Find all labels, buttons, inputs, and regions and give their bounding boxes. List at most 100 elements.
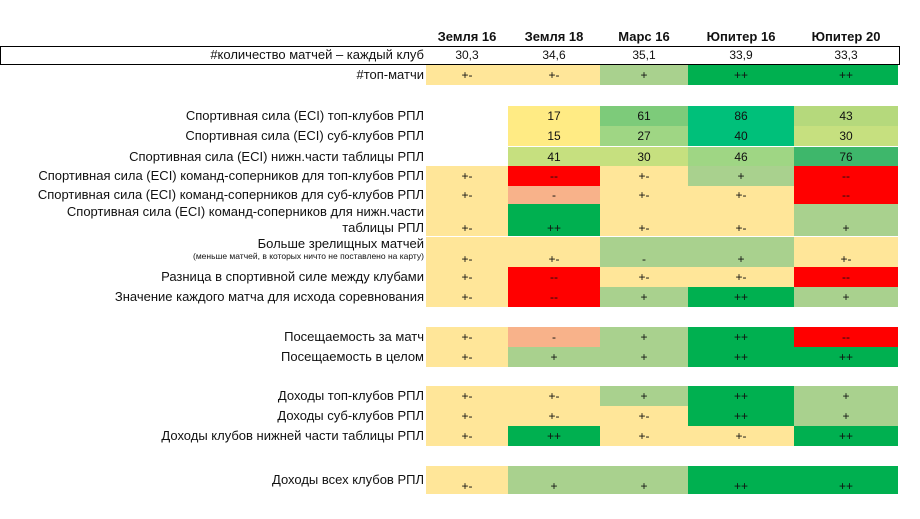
row-label-line1: Спортивная сила (ECI) команд-соперников …: [66, 204, 424, 219]
rating-cell: +: [794, 406, 898, 426]
rating-cell: +-: [426, 327, 508, 347]
rating-cell: +-: [426, 386, 508, 406]
rating-cell: [426, 106, 508, 126]
rating-cell: [426, 126, 508, 146]
table-border-line: [899, 46, 900, 64]
rating-cell: +-: [600, 426, 688, 446]
column-header: Земля 16: [437, 29, 497, 44]
row-label: Доходы клубов нижней части таблицы РПЛ: [161, 428, 424, 443]
rating-cell: +-: [508, 386, 600, 406]
rating-cell: ++: [508, 204, 600, 236]
rating-cell: +-: [426, 186, 508, 204]
row-label: Доходы всех клубов РПЛ: [272, 472, 424, 487]
row-label: Спортивная сила (ECI) команд-соперников …: [0, 204, 426, 236]
rating-cell: ++: [794, 65, 898, 85]
rating-cell: 27: [600, 126, 688, 146]
rating-cell: ++: [688, 406, 794, 426]
rating-cell: +: [600, 347, 688, 367]
rating-cell: -: [600, 237, 688, 267]
rating-cell: 17: [508, 106, 600, 126]
row-label: Посещаемость в целом: [281, 349, 424, 364]
rating-cell: +: [688, 237, 794, 267]
rating-cell: ++: [794, 347, 898, 367]
rating-cell: +: [600, 466, 688, 494]
rating-cell: ++: [688, 347, 794, 367]
rating-cell: --: [508, 267, 600, 287]
row-label: Больше зрелищных матчей (меньше матчей, в…: [0, 237, 426, 267]
rating-cell: 41: [508, 147, 600, 167]
rating-cell: --: [794, 267, 898, 287]
row-label: Спортивная сила (ECI) нижн.части таблицы…: [129, 149, 424, 164]
rating-cell: +: [688, 166, 794, 186]
rating-cell: +-: [600, 267, 688, 287]
rating-cell: 43: [794, 106, 898, 126]
rating-cell: 86: [688, 106, 794, 126]
rating-cell: +-: [426, 237, 508, 267]
row-label: Разница в спортивной силе между клубами: [161, 269, 424, 284]
rating-cell: +-: [426, 166, 508, 186]
rating-cell: +-: [426, 287, 508, 307]
row-label: Значение каждого матча для исхода соревн…: [114, 289, 424, 304]
rating-cell: ++: [794, 426, 898, 446]
rating-cell: 33,3: [794, 46, 898, 64]
rating-cell: 33,9: [688, 46, 794, 64]
rating-cell: +-: [794, 237, 898, 267]
rating-cell: +: [794, 287, 898, 307]
row-label: Посещаемость за матч: [284, 329, 424, 344]
rating-cell: --: [794, 186, 898, 204]
rating-cell: +-: [508, 406, 600, 426]
row-label-main: Больше зрелищных матчей: [257, 237, 424, 251]
rating-cell: 30: [794, 126, 898, 146]
rating-cell: 61: [600, 106, 688, 126]
rating-cell: -: [508, 186, 600, 204]
rating-cell: +-: [426, 65, 508, 85]
rating-cell: +-: [688, 204, 794, 236]
rating-cell: +: [600, 327, 688, 347]
rating-cell: +-: [426, 426, 508, 446]
rating-cell: +-: [426, 204, 508, 236]
table-border-line: [0, 46, 900, 47]
rating-cell: +-: [600, 166, 688, 186]
rating-cell: +-: [426, 347, 508, 367]
rating-cell: -: [508, 327, 600, 347]
row-label: Спортивная сила (ECI) суб-клубов РПЛ: [185, 128, 424, 143]
rating-cell: +: [600, 65, 688, 85]
rating-cell: +: [794, 204, 898, 236]
rating-cell: --: [508, 166, 600, 186]
rating-cell: 76: [794, 147, 898, 167]
rating-cell: [426, 147, 508, 167]
rating-cell: --: [794, 327, 898, 347]
rating-cell: +-: [600, 406, 688, 426]
rating-cell: ++: [688, 287, 794, 307]
rating-cell: +-: [426, 267, 508, 287]
rating-cell: ++: [688, 65, 794, 85]
column-header: Юпитер 16: [706, 29, 776, 44]
rating-cell: 35,1: [600, 46, 688, 64]
table-border-line: [0, 64, 900, 65]
rating-cell: +: [508, 347, 600, 367]
table-border-line: [0, 46, 1, 64]
row-label: #количество матчей – каждый клуб: [210, 47, 424, 62]
row-label: Спортивная сила (ECI) команд-соперников …: [38, 168, 424, 183]
rating-cell: +-: [688, 186, 794, 204]
rating-cell: +-: [688, 267, 794, 287]
rating-cell: ++: [508, 426, 600, 446]
rating-cell: +-: [508, 237, 600, 267]
rating-cell: 15: [508, 126, 600, 146]
row-label: Спортивная сила (ECI) топ-клубов РПЛ: [185, 108, 424, 123]
rating-cell: 46: [688, 147, 794, 167]
rating-cell: +: [508, 466, 600, 494]
column-header: Юпитер 20: [811, 29, 881, 44]
column-header: Земля 18: [524, 29, 584, 44]
row-label: Доходы топ-клубов РПЛ: [277, 388, 424, 403]
rating-cell: +: [600, 386, 688, 406]
rating-cell: +-: [426, 466, 508, 494]
row-label: Спортивная сила (ECI) команд-соперников …: [37, 187, 424, 202]
rating-cell: 30: [600, 147, 688, 167]
rating-cell: +-: [426, 406, 508, 426]
rating-cell: --: [794, 166, 898, 186]
row-label-line2: таблицы РПЛ: [342, 220, 424, 235]
rating-cell: +-: [600, 204, 688, 236]
rating-cell: +-: [688, 426, 794, 446]
row-label: Доходы суб-клубов РПЛ: [277, 408, 424, 423]
